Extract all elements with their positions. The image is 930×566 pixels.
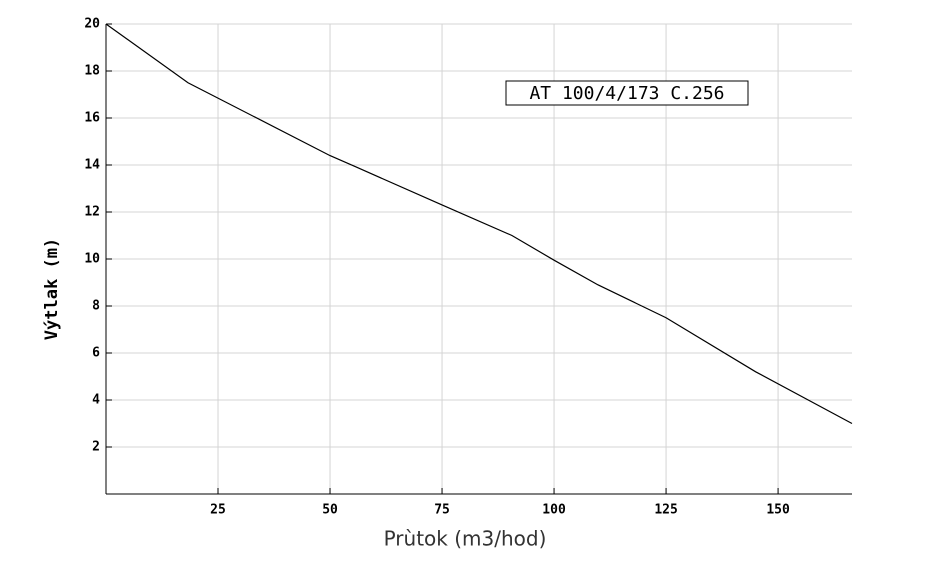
y-tick-label: 4	[92, 393, 100, 408]
y-tick-label: 14	[84, 158, 100, 173]
x-tick-label: 75	[434, 503, 450, 518]
x-tick-label: 50	[322, 503, 338, 518]
y-tick-label: 8	[92, 299, 100, 314]
y-tick-label: 10	[84, 252, 100, 267]
x-axis-label: Prùtok (m3/hod)	[384, 527, 547, 551]
annotation: AT 100/4/173 C.256	[529, 83, 724, 104]
y-tick-label: 16	[84, 111, 100, 126]
y-axis-label: Výtlak (m)	[42, 238, 62, 340]
x-tick-label: 25	[210, 503, 226, 518]
annotation-box	[505, 80, 749, 106]
y-tick-label: 20	[84, 17, 100, 32]
y-tick-label: 6	[92, 346, 100, 361]
x-tick-label: 125	[654, 503, 677, 518]
x-tick-label: 100	[542, 503, 566, 518]
line	[105, 23, 853, 425]
y-tick-label: 18	[84, 64, 100, 79]
grid	[106, 23, 852, 494]
y-tick-label: 2	[92, 440, 100, 455]
y-tick-label: 12	[84, 205, 100, 220]
x-tick-label: 150	[766, 503, 790, 518]
